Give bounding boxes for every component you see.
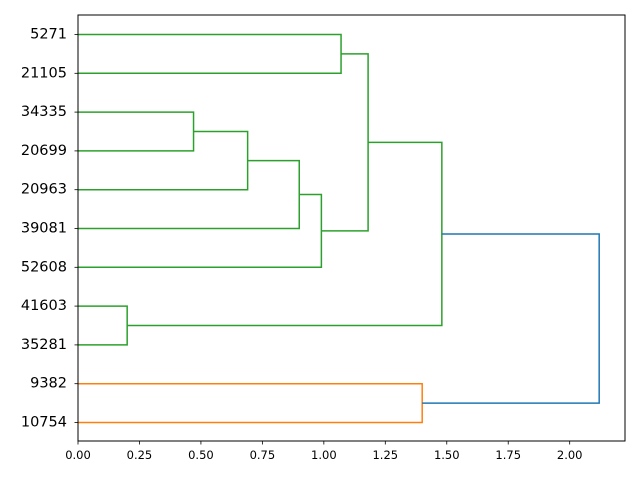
x-axis: 0.00 0.25 0.50 0.75 1.00 1.25 1.50 1.75 2.00: [65, 441, 582, 462]
leaf-label: 34335: [21, 104, 67, 120]
x-tick-label: 0.75: [250, 448, 276, 462]
leaf-label: 5271: [30, 27, 67, 43]
plot-frame: [77, 14, 626, 442]
x-tick-label: 0.25: [127, 448, 153, 462]
x-tick-label: 1.25: [372, 448, 398, 462]
dendrogram-links: [78, 33, 600, 424]
dendrogram-link-3: [78, 159, 301, 230]
leaf-label: 9382: [30, 376, 67, 392]
leaf-label: 20699: [21, 143, 67, 159]
dendrogram-link-5: [78, 33, 342, 75]
x-tick-label: 0.00: [65, 448, 91, 462]
dendrogram-link-2: [78, 130, 249, 191]
dendrogram-link-1: [78, 305, 128, 346]
dendrogram-link-6: [321, 53, 369, 232]
leaf-label: 21105: [21, 65, 67, 81]
y-axis-leaf-labels: 5271 21105 34335 20699 20963 39081 52608 41603 3…: [21, 27, 78, 431]
leaf-label: 20963: [21, 182, 67, 198]
x-tick-label: 1.00: [311, 448, 337, 462]
leaf-label: 39081: [21, 221, 67, 237]
dendrogram-link-9: [422, 233, 600, 404]
dendrogram-link-4: [78, 193, 323, 269]
dendrogram-link-8: [127, 141, 443, 327]
leaf-label: 10754: [21, 415, 67, 431]
leaf-label: 41603: [21, 298, 67, 314]
dendrogram-link-0: [78, 111, 195, 152]
leaf-label: 35281: [21, 337, 67, 353]
x-tick-label: 0.50: [188, 448, 214, 462]
x-tick-label: 1.50: [434, 448, 460, 462]
dendrogram-link-7: [78, 382, 423, 424]
x-tick-label: 2.00: [557, 448, 583, 462]
leaf-label: 52608: [21, 259, 67, 275]
x-tick-label: 1.75: [495, 448, 521, 462]
